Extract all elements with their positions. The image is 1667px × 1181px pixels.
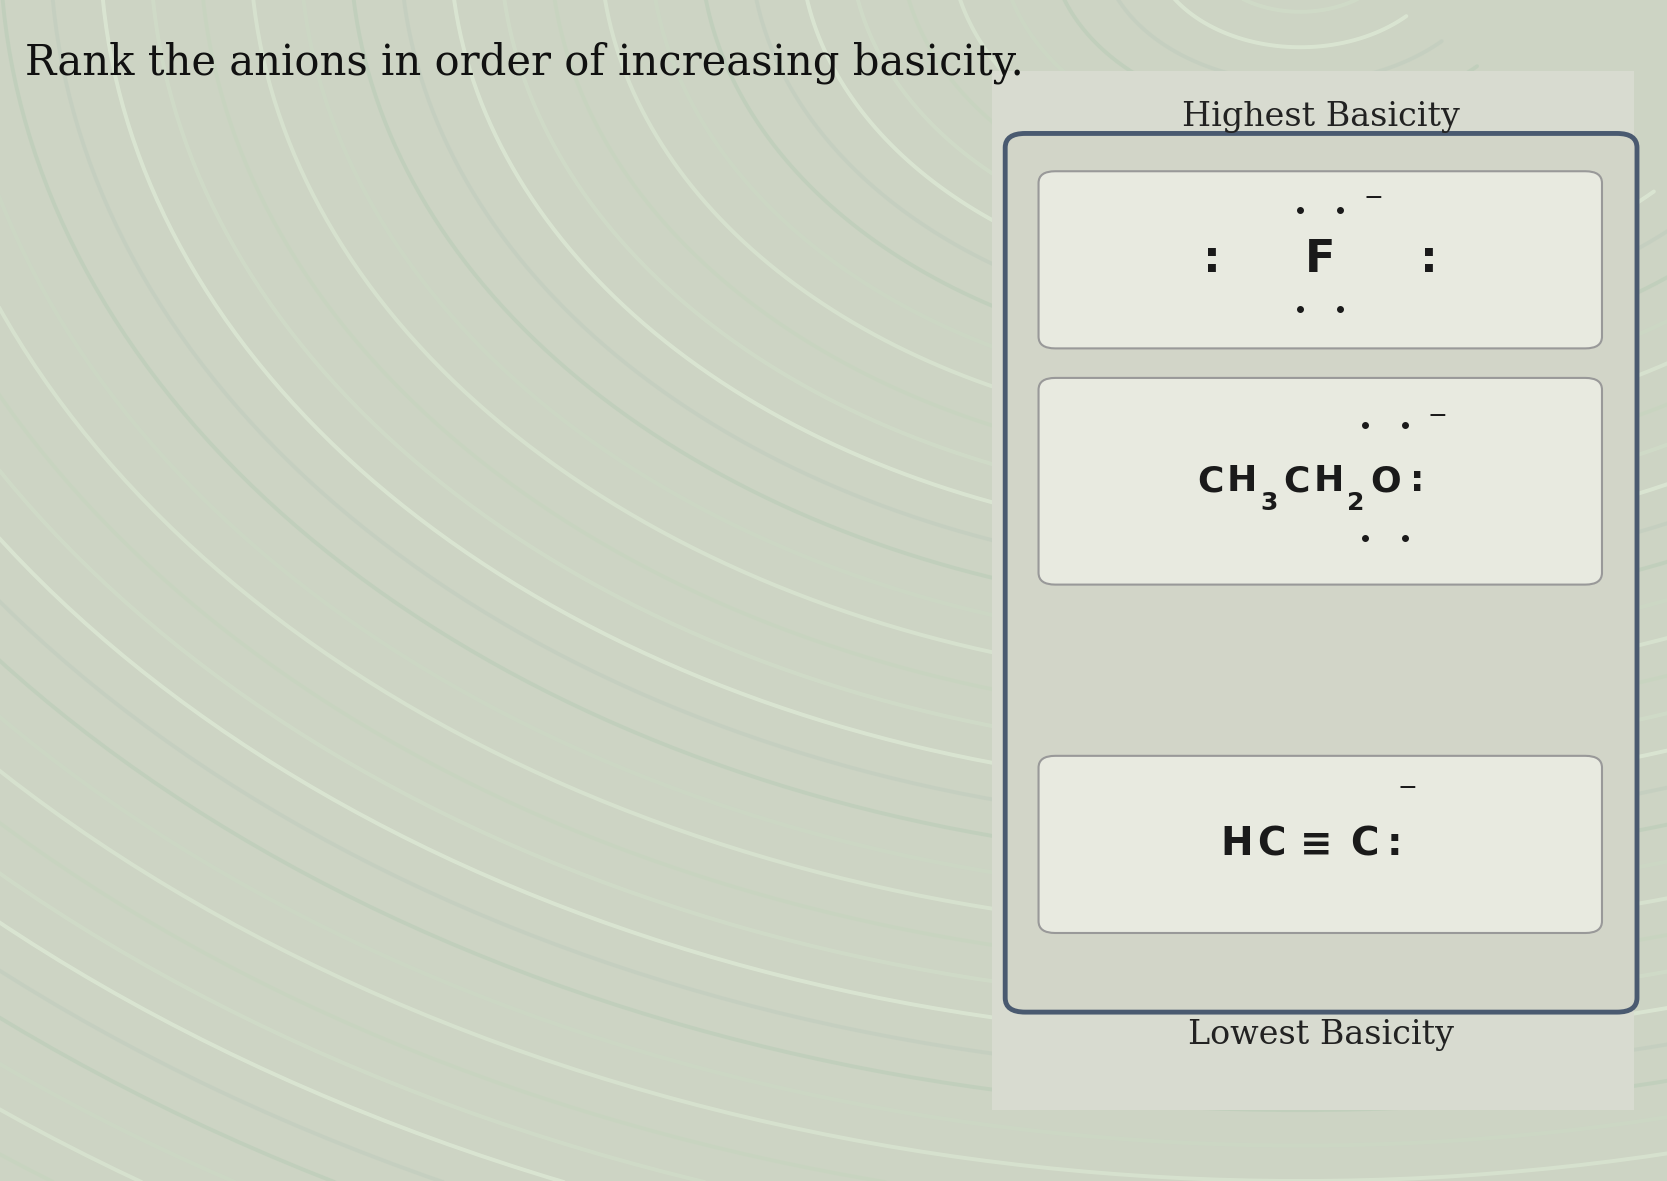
- Text: :: :: [1204, 239, 1220, 281]
- Text: C: C: [1284, 464, 1310, 498]
- FancyBboxPatch shape: [1039, 756, 1602, 933]
- Text: :: :: [1410, 464, 1425, 498]
- Text: −: −: [1397, 776, 1417, 800]
- Text: 3: 3: [1260, 490, 1277, 515]
- FancyBboxPatch shape: [992, 71, 1634, 1110]
- Text: −: −: [1427, 404, 1447, 429]
- Text: H: H: [1314, 464, 1344, 498]
- Text: C: C: [1350, 826, 1379, 863]
- Text: O: O: [1370, 464, 1400, 498]
- Text: 2: 2: [1347, 490, 1364, 515]
- Text: :: :: [1420, 239, 1437, 281]
- Text: Lowest Basicity: Lowest Basicity: [1189, 1019, 1454, 1051]
- Text: :: :: [1387, 826, 1402, 863]
- Text: H: H: [1227, 464, 1257, 498]
- Text: C: C: [1197, 464, 1224, 498]
- Text: C: C: [1257, 826, 1285, 863]
- Text: −: −: [1364, 187, 1384, 210]
- FancyBboxPatch shape: [1039, 171, 1602, 348]
- FancyBboxPatch shape: [1005, 133, 1637, 1012]
- Text: H: H: [1220, 826, 1254, 863]
- FancyBboxPatch shape: [1039, 378, 1602, 585]
- Text: Highest Basicity: Highest Basicity: [1182, 102, 1460, 133]
- Text: ≡: ≡: [1300, 826, 1334, 863]
- Text: Rank the anions in order of increasing basicity.: Rank the anions in order of increasing b…: [25, 41, 1024, 84]
- Text: F: F: [1305, 239, 1335, 281]
